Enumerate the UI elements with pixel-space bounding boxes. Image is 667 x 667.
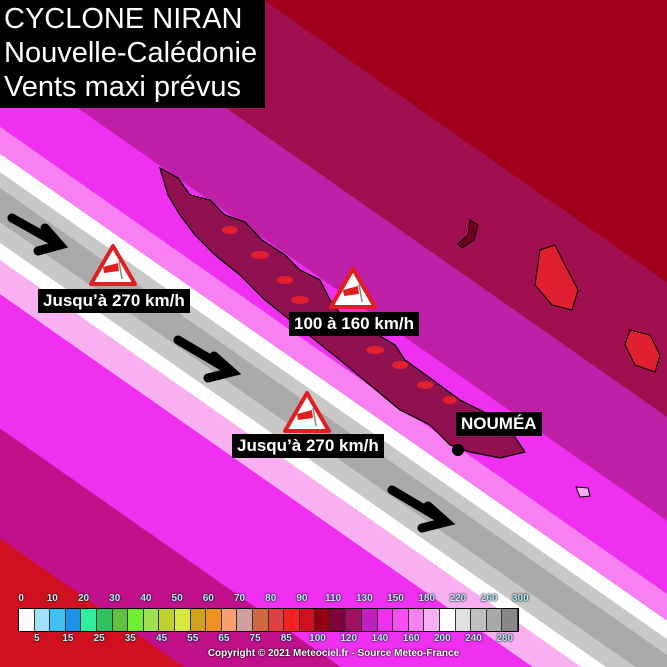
legend-swatch <box>221 609 238 631</box>
legend-tick-label: 25 <box>93 633 105 644</box>
legend-swatch <box>362 609 378 631</box>
legend-tick-label: 90 <box>296 593 308 604</box>
wind-speed-legend: 0 10 20 30 40 50 60 70 80 90 110 130 150 180 220 260 300… <box>0 590 667 667</box>
legend-swatch <box>502 609 518 631</box>
legend-tick-label: 300 <box>511 593 529 604</box>
islet <box>575 486 591 498</box>
legend-swatch <box>190 609 207 631</box>
windsock-warning-icon <box>89 244 137 286</box>
legend-tick-label: 120 <box>340 633 358 644</box>
legend-swatch <box>159 609 175 631</box>
legend-swatch <box>330 609 347 631</box>
wind-label-island: 100 à 160 km/h <box>289 312 420 336</box>
wind-direction-arrow-icon <box>7 213 456 533</box>
legend-tick-label: 130 <box>355 593 373 604</box>
legend-tick-label: 150 <box>387 593 404 604</box>
map-title: CYCLONE NIRAN Nouvelle-Calédonie Vents m… <box>0 0 266 108</box>
legend-tick-label: 55 <box>187 633 199 644</box>
legend-swatch <box>65 609 82 631</box>
legend-tick-label: 180 <box>418 593 436 604</box>
legend-swatch <box>284 609 300 631</box>
legend-tick-label: 260 <box>480 593 498 604</box>
legend-swatch <box>471 609 487 631</box>
legend-swatch <box>112 609 129 631</box>
legend-tick-label: 45 <box>155 633 168 644</box>
legend-tick-label: 75 <box>249 633 261 644</box>
legend-tick-label: 60 <box>202 593 214 604</box>
legend-tick-label: 100 <box>309 633 326 644</box>
legend-top-ticks: 0 10 20 30 40 50 60 70 80 90 110 130 150 180 220 260 300 <box>0 593 667 607</box>
legend-swatch <box>206 609 222 631</box>
title-line: CYCLONE NIRAN <box>4 3 243 35</box>
legend-tick-label: 110 <box>325 593 342 604</box>
legend-swatch <box>346 609 363 631</box>
legend-swatch <box>34 609 51 631</box>
legend-swatch <box>81 609 97 631</box>
legend-tick-label: 220 <box>449 593 467 604</box>
legend-swatch <box>19 609 35 631</box>
legend-tick-label: 35 <box>124 633 136 644</box>
legend-swatch <box>252 609 269 631</box>
legend-color-scale <box>18 608 519 632</box>
legend-swatch <box>237 609 253 631</box>
legend-tick-label: 5 <box>33 633 40 644</box>
legend-tick-label: 15 <box>62 633 74 644</box>
legend-swatch <box>299 609 316 631</box>
legend-swatch <box>143 609 160 631</box>
city-dot-icon <box>452 444 464 456</box>
legend-tick-label: 160 <box>402 633 420 644</box>
legend-swatch <box>128 609 144 631</box>
legend-swatch <box>455 609 472 631</box>
legend-swatch <box>315 609 331 631</box>
legend-swatch <box>440 609 456 631</box>
legend-tick-label: 10 <box>46 593 58 604</box>
legend-tick-label: 0 <box>18 593 24 604</box>
legend-tick-label: 65 <box>218 633 230 644</box>
legend-tick-label: 70 <box>233 593 246 604</box>
legend-tick-label: 50 <box>171 593 183 604</box>
legend-swatch <box>268 609 285 631</box>
legend-swatch <box>174 609 191 631</box>
windsock-warning-icon <box>329 267 377 309</box>
legend-swatch <box>424 609 441 631</box>
title-line: Nouvelle-Calédonie <box>4 37 258 69</box>
windsock-warning-icon <box>283 391 331 433</box>
title-line: Vents maxi prévus <box>4 71 241 103</box>
wind-label-west-lower: Jusqu’à 270 km/h <box>232 434 384 458</box>
island-small <box>457 219 479 249</box>
legend-tick-label: 85 <box>280 633 292 644</box>
legend-tick-label: 20 <box>77 593 90 604</box>
legend-tick-label: 30 <box>109 593 121 604</box>
legend-swatch <box>377 609 394 631</box>
copyright: Copyright © 2021 Meteociel.fr - Source M… <box>207 648 460 659</box>
legend-swatch <box>408 609 425 631</box>
legend-tick-label: 40 <box>140 593 152 604</box>
island-east <box>624 329 661 373</box>
city-label-noumea: NOUMÉA <box>456 412 542 436</box>
legend-tick-label: 140 <box>371 633 389 644</box>
legend-swatch <box>393 609 409 631</box>
legend-tick-label: 280 <box>496 633 514 644</box>
legend-swatch <box>486 609 503 631</box>
legend-tick-label: 200 <box>433 633 451 644</box>
legend-tick-label: 80 <box>265 593 277 604</box>
legend-swatch <box>50 609 66 631</box>
legend-tick-label: 240 <box>465 633 482 644</box>
legend-swatch <box>96 609 113 631</box>
wind-label-west-upper: Jusqu’à 270 km/h <box>38 289 190 313</box>
legend-bottom-ticks: 5 15 25 35 45 55 65 75 85 100 120 140 160 200 240 280 <box>0 633 667 647</box>
island-northeast <box>534 244 579 311</box>
